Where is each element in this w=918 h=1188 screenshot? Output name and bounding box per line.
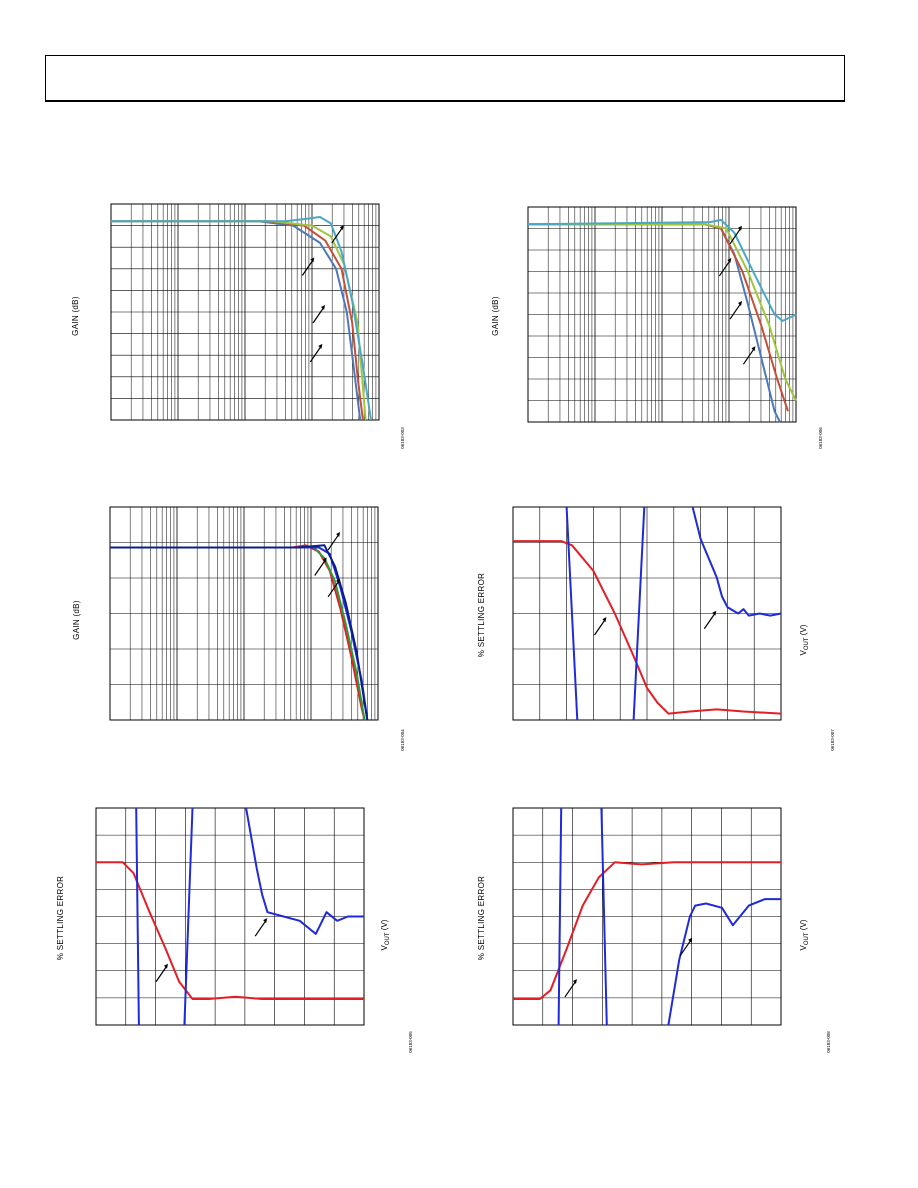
annotation-arrowhead-0 xyxy=(602,617,607,623)
annotation-arrowhead-2 xyxy=(321,305,326,310)
series-line-0 xyxy=(513,540,782,715)
annotation-arrow-1 xyxy=(254,919,267,937)
series-line-2 xyxy=(528,223,797,401)
y-axis-label: % SETTLING ERROR xyxy=(56,876,65,960)
annotation-arrowhead-2 xyxy=(336,578,341,584)
y-axis-label: GAIN (dB) xyxy=(71,296,80,336)
secondary-axis-label: VOUT (V) xyxy=(799,624,810,655)
figure-id: 06183-006 xyxy=(818,427,823,449)
annotation-arrowhead-0 xyxy=(738,225,743,231)
page-header-box xyxy=(45,55,845,102)
annotation-arrow-1 xyxy=(718,259,731,277)
annotation-arrowhead-1 xyxy=(310,257,315,263)
annotation-arrowhead-1 xyxy=(322,557,327,563)
annotation-arrow-0 xyxy=(331,226,344,244)
annotation-arrow-0 xyxy=(593,618,606,636)
annotation-arrow-2 xyxy=(327,580,340,598)
secondary-axis-label: VOUT (V) xyxy=(380,919,391,950)
annotation-arrow-1 xyxy=(314,559,327,576)
secondary-axis-label: VOUT (V) xyxy=(799,919,810,950)
chart-top-left: GAIN (dB) 06183-003 xyxy=(71,203,405,449)
annotation-arrowhead-0 xyxy=(339,225,344,231)
annotation-arrow-3 xyxy=(742,347,755,365)
annotation-arrow-2 xyxy=(312,306,325,324)
annotation-arrow-0 xyxy=(729,227,742,245)
annotation-arrowhead-0 xyxy=(572,978,577,984)
annotation-arrow-0 xyxy=(564,980,577,998)
chart-bottom-right: % SETTLING ERROR VOUT (V) 06183-008 xyxy=(477,807,831,1053)
series-line-1 xyxy=(565,506,782,721)
chart-middle-left: GAIN (dB) 06183-004 xyxy=(72,506,405,751)
annotation-arrowhead-1 xyxy=(688,937,693,943)
figure-id: 06183-004 xyxy=(400,729,405,751)
series-line-1 xyxy=(557,807,781,1026)
series-line-3 xyxy=(110,544,369,721)
annotation-arrow-3 xyxy=(309,345,322,363)
annotation-arrowhead-0 xyxy=(336,531,341,537)
annotation-arrow-2 xyxy=(729,302,742,320)
y-axis-label: % SETTLING ERROR xyxy=(477,573,486,657)
chart-top-right: GAIN (dB) 06183-006 xyxy=(491,206,823,449)
annotation-arrowhead-3 xyxy=(318,343,323,349)
y-axis-label: GAIN (dB) xyxy=(72,600,81,640)
figure-id: 06183-003 xyxy=(400,427,405,449)
annotation-arrow-0 xyxy=(327,533,340,551)
annotation-arrow-1 xyxy=(703,612,716,630)
series-line-3 xyxy=(111,216,372,421)
figure-id: 06183-007 xyxy=(830,729,835,751)
annotation-arrow-1 xyxy=(301,259,314,276)
chart-middle-right: % SETTLING ERROR VOUT (V) 06183-007 xyxy=(477,506,835,751)
annotation-arrow-0 xyxy=(155,965,168,983)
series-line-3 xyxy=(527,218,797,322)
annotation-arrow-1 xyxy=(679,939,692,957)
y-axis-label: GAIN (dB) xyxy=(491,296,500,336)
annotation-arrowhead-2 xyxy=(738,301,743,307)
chart-bottom-left: % SETTLING ERROR VOUT (V) 06183-005 xyxy=(56,807,413,1053)
annotation-arrowhead-0 xyxy=(164,963,168,969)
annotation-arrowhead-1 xyxy=(263,918,268,924)
annotation-arrowhead-3 xyxy=(751,346,756,352)
series-line-1 xyxy=(135,807,364,1026)
figure-id: 06183-008 xyxy=(826,1031,831,1053)
annotation-arrowhead-1 xyxy=(727,258,732,264)
series-line-0 xyxy=(513,861,781,1000)
figure-id: 06183-005 xyxy=(408,1031,413,1053)
annotation-arrowhead-1 xyxy=(712,610,717,616)
y-axis-label: % SETTLING ERROR xyxy=(477,876,486,960)
